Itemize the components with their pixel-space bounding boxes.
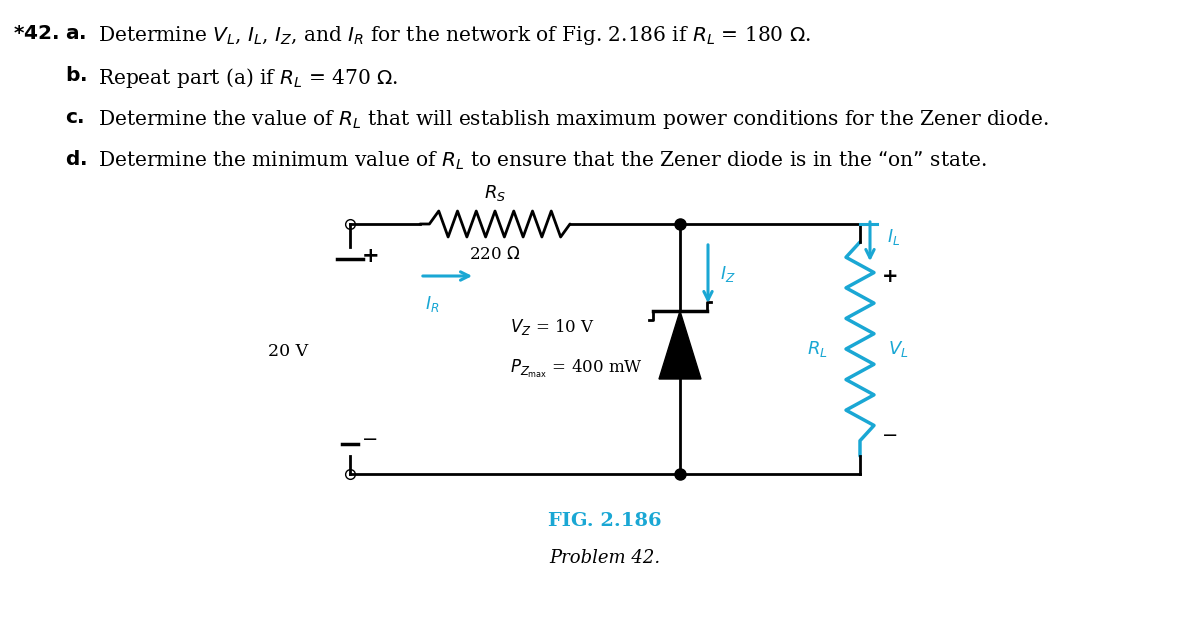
Text: $\mathbf{c.}$: $\mathbf{c.}$	[65, 108, 84, 127]
Text: $\mathbf{*42.}$: $\mathbf{*42.}$	[13, 24, 59, 43]
Text: Determine $V_L$, $I_L$, $I_Z$, and $I_R$ for the network of Fig. 2.186 if $R_L$ : Determine $V_L$, $I_L$, $I_Z$, and $I_R$…	[98, 24, 811, 47]
Text: Repeat part (a) if $R_L$ = 470 $\Omega$.: Repeat part (a) if $R_L$ = 470 $\Omega$.	[98, 66, 398, 90]
Text: +: +	[882, 267, 899, 286]
Text: $I_L$: $I_L$	[887, 227, 900, 247]
Text: 220 $\Omega$: 220 $\Omega$	[469, 246, 521, 263]
Text: $V_L$: $V_L$	[888, 339, 908, 359]
Text: FIG. 2.186: FIG. 2.186	[548, 512, 662, 530]
Text: $P_{Z_{\mathrm{max}}}$ = 400 mW: $P_{Z_{\mathrm{max}}}$ = 400 mW	[510, 358, 643, 380]
Text: $R_L$: $R_L$	[808, 339, 828, 359]
Text: $I_Z$: $I_Z$	[720, 264, 736, 284]
Text: −: −	[882, 426, 899, 445]
Text: −: −	[362, 430, 378, 448]
Text: $\mathbf{b.}$: $\mathbf{b.}$	[65, 66, 86, 85]
Text: $R_S$: $R_S$	[484, 183, 506, 203]
Text: Determine the minimum value of $R_L$ to ensure that the Zener diode is in the “o: Determine the minimum value of $R_L$ to …	[98, 150, 986, 172]
Text: Problem 42.: Problem 42.	[550, 549, 660, 567]
Text: $V_Z$ = 10 V: $V_Z$ = 10 V	[510, 317, 595, 337]
Polygon shape	[659, 311, 701, 379]
Text: $\mathbf{a.}$: $\mathbf{a.}$	[65, 24, 86, 43]
Text: +: +	[362, 246, 379, 266]
Text: $I_R$: $I_R$	[425, 294, 439, 314]
Text: $\mathbf{d.}$: $\mathbf{d.}$	[65, 150, 86, 169]
Text: 20 V: 20 V	[268, 343, 308, 360]
Text: Determine the value of $R_L$ that will establish maximum power conditions for th: Determine the value of $R_L$ that will e…	[98, 108, 1049, 131]
